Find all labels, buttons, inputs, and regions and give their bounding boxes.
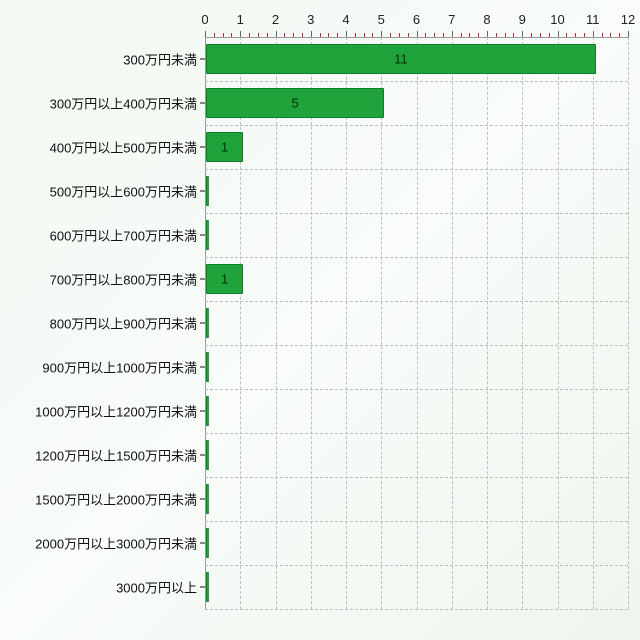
category-tick bbox=[200, 367, 205, 368]
bar bbox=[206, 484, 209, 514]
x-tick-label: 5 bbox=[378, 12, 385, 27]
x-tick-label: 2 bbox=[272, 12, 279, 27]
category-tick bbox=[200, 103, 205, 104]
x-tick-label: 4 bbox=[342, 12, 349, 27]
bar bbox=[206, 440, 209, 470]
bar bbox=[206, 396, 209, 426]
x-tick-label: 10 bbox=[550, 12, 564, 27]
chart-row: 600万円以上700万円未満 bbox=[0, 213, 640, 257]
category-tick bbox=[200, 543, 205, 544]
bar: 11 bbox=[206, 44, 596, 74]
bar-value-label: 5 bbox=[292, 96, 299, 111]
chart-row: 1200万円以上1500万円未満 bbox=[0, 433, 640, 477]
category-label: 400万円以上500万円未満 bbox=[50, 138, 197, 157]
bar bbox=[206, 308, 209, 338]
category-tick bbox=[200, 191, 205, 192]
chart-row: 400万円以上500万円未満 1 bbox=[0, 125, 640, 169]
bar bbox=[206, 572, 209, 602]
bar-chart: 0123456789101112 300万円未満11300万円以上400万円未満… bbox=[0, 0, 640, 640]
bar bbox=[206, 176, 209, 206]
chart-row: 700万円以上800万円未満 1 bbox=[0, 257, 640, 301]
chart-row: 2000万円以上3000万円未満 bbox=[0, 521, 640, 565]
chart-row: 1500万円以上2000万円未満 bbox=[0, 477, 640, 521]
bar: 1 bbox=[206, 264, 243, 294]
bar: 5 bbox=[206, 88, 384, 118]
category-tick bbox=[200, 455, 205, 456]
category-label: 2000万円以上3000万円未満 bbox=[35, 534, 197, 553]
x-tick-label: 0 bbox=[201, 12, 208, 27]
bar bbox=[206, 352, 209, 382]
category-label: 300万円以上400万円未満 bbox=[50, 94, 197, 113]
category-label: 800万円以上900万円未満 bbox=[50, 314, 197, 333]
x-tick-label: 12 bbox=[621, 12, 635, 27]
category-tick bbox=[200, 587, 205, 588]
x-tick-label: 6 bbox=[413, 12, 420, 27]
bar-value-label: 11 bbox=[394, 52, 408, 67]
bar: 1 bbox=[206, 132, 243, 162]
bar-value-label: 1 bbox=[221, 140, 228, 155]
x-tick-label: 11 bbox=[586, 12, 600, 27]
x-tick-label: 3 bbox=[307, 12, 314, 27]
category-label: 1500万円以上2000万円未満 bbox=[35, 490, 197, 509]
category-label: 900万円以上1000万円未満 bbox=[42, 358, 197, 377]
category-tick bbox=[200, 235, 205, 236]
bar bbox=[206, 220, 209, 250]
x-tick-label: 8 bbox=[483, 12, 490, 27]
category-tick bbox=[200, 279, 205, 280]
x-tick-label: 7 bbox=[448, 12, 455, 27]
category-tick bbox=[200, 499, 205, 500]
category-label: 1200万円以上1500万円未満 bbox=[35, 446, 197, 465]
bar-value-label: 1 bbox=[221, 272, 228, 287]
category-tick bbox=[200, 323, 205, 324]
category-label: 1000万円以上1200万円未満 bbox=[35, 402, 197, 421]
chart-row: 300万円以上400万円未満 5 bbox=[0, 81, 640, 125]
chart-row: 3000万円以上 bbox=[0, 565, 640, 609]
chart-row: 300万円未満 11 bbox=[0, 37, 640, 81]
row-separator bbox=[205, 609, 628, 610]
chart-row: 1000万円以上1200万円未満 bbox=[0, 389, 640, 433]
category-tick bbox=[200, 147, 205, 148]
category-tick bbox=[200, 59, 205, 60]
chart-row: 800万円以上900万円未満 bbox=[0, 301, 640, 345]
category-label: 300万円未満 bbox=[123, 50, 197, 69]
category-label: 500万円以上600万円未満 bbox=[50, 182, 197, 201]
x-tick-label: 9 bbox=[519, 12, 526, 27]
chart-row: 900万円以上1000万円未満 bbox=[0, 345, 640, 389]
category-label: 600万円以上700万円未満 bbox=[50, 226, 197, 245]
chart-row: 500万円以上600万円未満 bbox=[0, 169, 640, 213]
category-tick bbox=[200, 411, 205, 412]
category-label: 3000万円以上 bbox=[116, 578, 197, 597]
bar bbox=[206, 528, 209, 558]
category-label: 700万円以上800万円未満 bbox=[50, 270, 197, 289]
x-tick-label: 1 bbox=[237, 12, 244, 27]
